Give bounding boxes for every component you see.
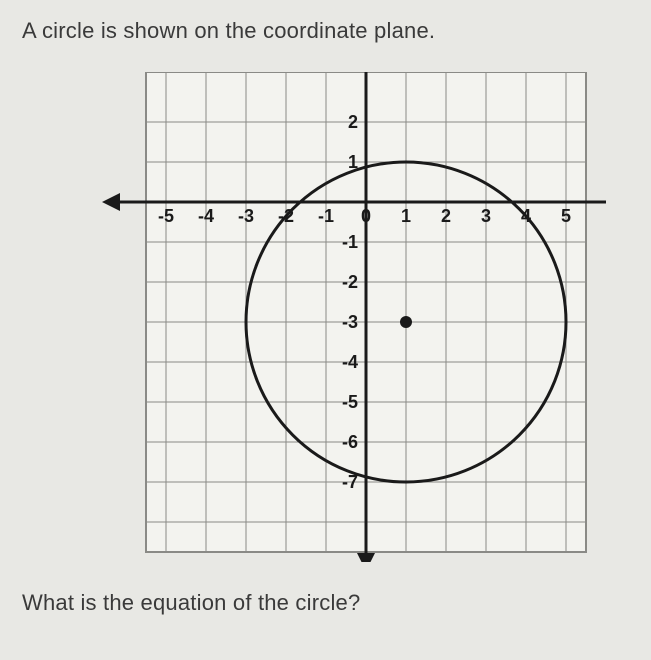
svg-text:5: 5 bbox=[560, 206, 570, 226]
svg-text:1: 1 bbox=[400, 206, 410, 226]
prompt-text: A circle is shown on the coordinate plan… bbox=[22, 18, 629, 44]
svg-text:-3: -3 bbox=[237, 206, 253, 226]
svg-text:0: 0 bbox=[360, 206, 370, 226]
svg-text:-4: -4 bbox=[197, 206, 213, 226]
problem-card: A circle is shown on the coordinate plan… bbox=[0, 0, 651, 660]
svg-text:-5: -5 bbox=[341, 392, 357, 412]
svg-text:-5: -5 bbox=[157, 206, 173, 226]
svg-text:-4: -4 bbox=[341, 352, 357, 372]
svg-text:2: 2 bbox=[440, 206, 450, 226]
svg-text:2: 2 bbox=[347, 112, 357, 132]
coordinate-plane-svg: yx-5-4-3-2-101234521-1-2-3-4-5-6-7 bbox=[46, 72, 606, 562]
svg-text:-6: -6 bbox=[341, 432, 357, 452]
question-text: What is the equation of the circle? bbox=[22, 590, 629, 616]
svg-text:-1: -1 bbox=[341, 232, 357, 252]
svg-text:-1: -1 bbox=[317, 206, 333, 226]
svg-text:3: 3 bbox=[480, 206, 490, 226]
svg-text:-3: -3 bbox=[341, 312, 357, 332]
svg-text:-2: -2 bbox=[341, 272, 357, 292]
coordinate-plane-figure: yx-5-4-3-2-101234521-1-2-3-4-5-6-7 bbox=[22, 72, 629, 562]
